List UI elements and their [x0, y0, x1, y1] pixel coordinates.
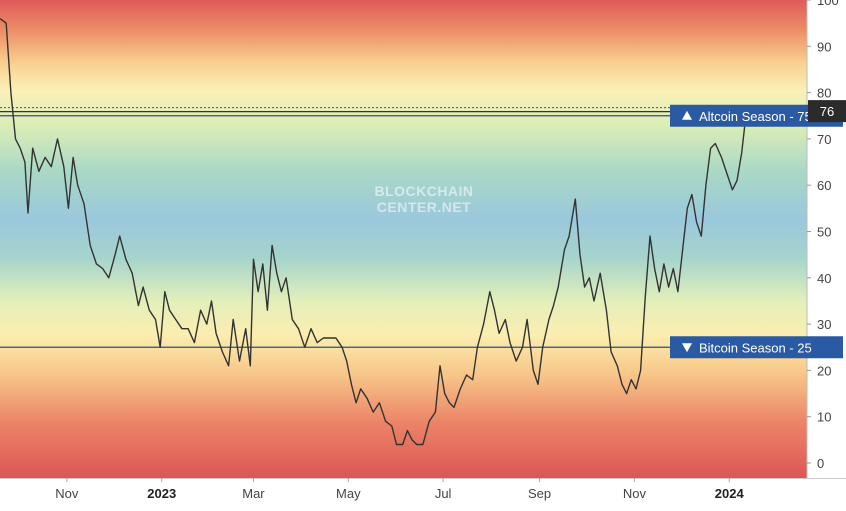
- x-tick-label: Mar: [242, 486, 265, 501]
- current-value-badge: 76: [808, 100, 846, 123]
- reference-label-75: Altcoin Season - 75: [670, 104, 843, 127]
- y-tick-label: 30: [817, 317, 831, 332]
- x-tick-label: 2024: [715, 486, 745, 501]
- reference-label-text: Altcoin Season - 75: [699, 109, 812, 124]
- y-tick-label: 0: [817, 456, 824, 471]
- x-tick-label: Nov: [623, 486, 647, 501]
- watermark: BLOCKCHAIN CENTER.NET: [374, 183, 473, 215]
- svg-text:BLOCKCHAIN: BLOCKCHAIN: [374, 183, 473, 199]
- y-tick-label: 70: [817, 132, 831, 147]
- y-tick-label: 40: [817, 271, 831, 286]
- y-tick-label: 10: [817, 410, 831, 425]
- triangle-up-icon: [682, 110, 692, 120]
- y-tick-label: 20: [817, 363, 831, 378]
- reference-label-bg: [670, 336, 843, 359]
- current-value-label: 76: [820, 104, 834, 119]
- y-tick-label: 90: [817, 39, 831, 54]
- x-tick-label: 2023: [147, 486, 176, 501]
- x-tick-label: Jul: [435, 486, 452, 501]
- y-tick-label: 50: [817, 225, 831, 240]
- sentiment-background: [0, 0, 807, 478]
- y-tick-label: 80: [817, 86, 831, 101]
- y-tick-label: 100: [817, 0, 839, 8]
- reference-label-bg: [670, 104, 843, 127]
- x-tick-label: Nov: [55, 486, 79, 501]
- triangle-down-icon: [682, 343, 692, 353]
- x-tick-label: Sep: [528, 486, 551, 501]
- reference-label-25: Bitcoin Season - 25: [670, 336, 843, 359]
- current-value-bg: [808, 100, 846, 123]
- x-tick-label: May: [336, 486, 361, 501]
- y-tick-label: 60: [817, 178, 831, 193]
- svg-text:CENTER.NET: CENTER.NET: [377, 199, 471, 215]
- reference-label-text: Bitcoin Season - 25: [699, 340, 812, 355]
